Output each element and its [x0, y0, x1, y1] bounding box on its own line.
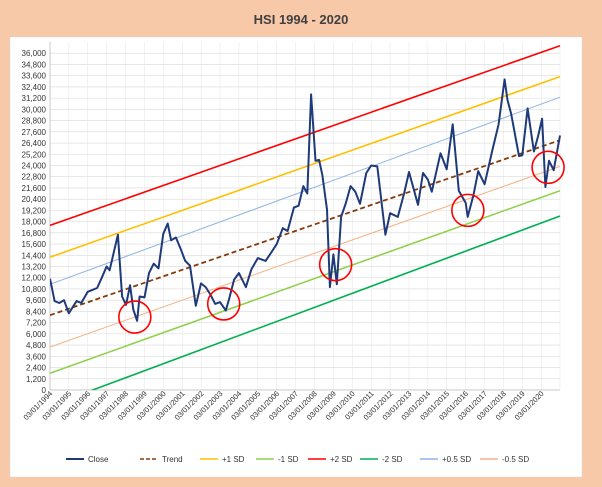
y-tick-label: 28,800	[22, 117, 47, 126]
legend: Close Trend +1 SD -1 SD +2 SD -2 SD +0.5 SD -0.…	[66, 455, 529, 464]
y-tick-label: 32,400	[22, 83, 47, 92]
legend-item: +2 SD	[308, 455, 353, 464]
series-line-close	[50, 78, 561, 322]
y-tick-label: 8,400	[26, 307, 47, 316]
y-axis-ticks: 0 1,200 2,400 3,600 4,800 6,000 7,200 8,400 9,60…	[22, 49, 47, 395]
legend-item: +1 SD	[200, 455, 245, 464]
series-line-1-sd	[50, 189, 561, 374]
legend-label: -0.5 SD	[502, 455, 529, 464]
annotation-circle	[118, 300, 152, 334]
chart-title: HSI 1994 - 2020	[254, 12, 349, 27]
annotation-circles	[118, 150, 565, 334]
y-tick-label: 19,200	[22, 206, 47, 215]
series-line-2-sd	[90, 215, 561, 390]
plot-area-background	[9, 36, 583, 478]
y-tick-label: 2,400	[26, 364, 47, 373]
legend-label: +1 SD	[222, 455, 245, 464]
legend-label: Trend	[162, 455, 183, 464]
y-tick-label: 6,000	[26, 330, 47, 339]
legend-item: -1 SD	[256, 455, 299, 464]
legend-item: +0.5 SD	[420, 455, 471, 464]
y-tick-label: 25,200	[22, 150, 47, 159]
series-line-1-sd	[50, 75, 561, 258]
y-tick-label: 10,800	[22, 285, 47, 294]
legend-item: -2 SD	[360, 455, 403, 464]
legend-label: +0.5 SD	[442, 455, 471, 464]
legend-label: -2 SD	[382, 455, 403, 464]
y-tick-label: 20,400	[22, 195, 47, 204]
legend-label: +2 SD	[330, 455, 353, 464]
y-tick-label: 15,600	[22, 240, 47, 249]
y-tick-label: 1,200	[26, 375, 47, 384]
y-tick-label: 33,600	[22, 72, 47, 81]
y-tick-label: 21,600	[22, 184, 47, 193]
series-line-2-sd	[50, 44, 561, 227]
y-tick-label: 12,000	[22, 274, 47, 283]
y-tick-label: 7,200	[26, 319, 47, 328]
annotation-circle	[206, 287, 241, 321]
annotation-circle	[531, 150, 565, 185]
y-tick-label: 13,200	[22, 263, 47, 272]
y-tick-label: 18,000	[22, 218, 47, 227]
y-tick-label: 0	[42, 386, 47, 395]
y-tick-label: 16,800	[22, 229, 47, 238]
legend-item: Trend	[140, 455, 183, 464]
y-tick-label: 3,600	[26, 352, 47, 361]
series-lines	[50, 44, 561, 390]
y-tick-label: 36,000	[22, 49, 47, 58]
y-tick-label: 26,400	[22, 139, 47, 148]
annotation-circle	[451, 193, 485, 228]
legend-label: Close	[88, 455, 109, 464]
y-tick-label: 34,800	[22, 60, 47, 69]
series-line-trend	[50, 139, 561, 317]
y-tick-label: 24,000	[22, 161, 47, 170]
y-tick-label: 27,600	[22, 128, 47, 137]
y-tick-label: 14,400	[22, 251, 47, 260]
annotation-circle	[318, 247, 353, 282]
y-tick-label: 9,600	[26, 296, 47, 305]
legend-item: -0.5 SD	[480, 455, 529, 464]
gridlines	[49, 42, 561, 391]
y-tick-label: 30,000	[22, 105, 47, 114]
legend-item: Close	[66, 455, 109, 464]
legend-label: -1 SD	[278, 455, 299, 464]
y-tick-label: 22,800	[22, 173, 47, 182]
y-tick-label: 4,800	[26, 341, 47, 350]
y-tick-label: 31,200	[22, 94, 47, 103]
